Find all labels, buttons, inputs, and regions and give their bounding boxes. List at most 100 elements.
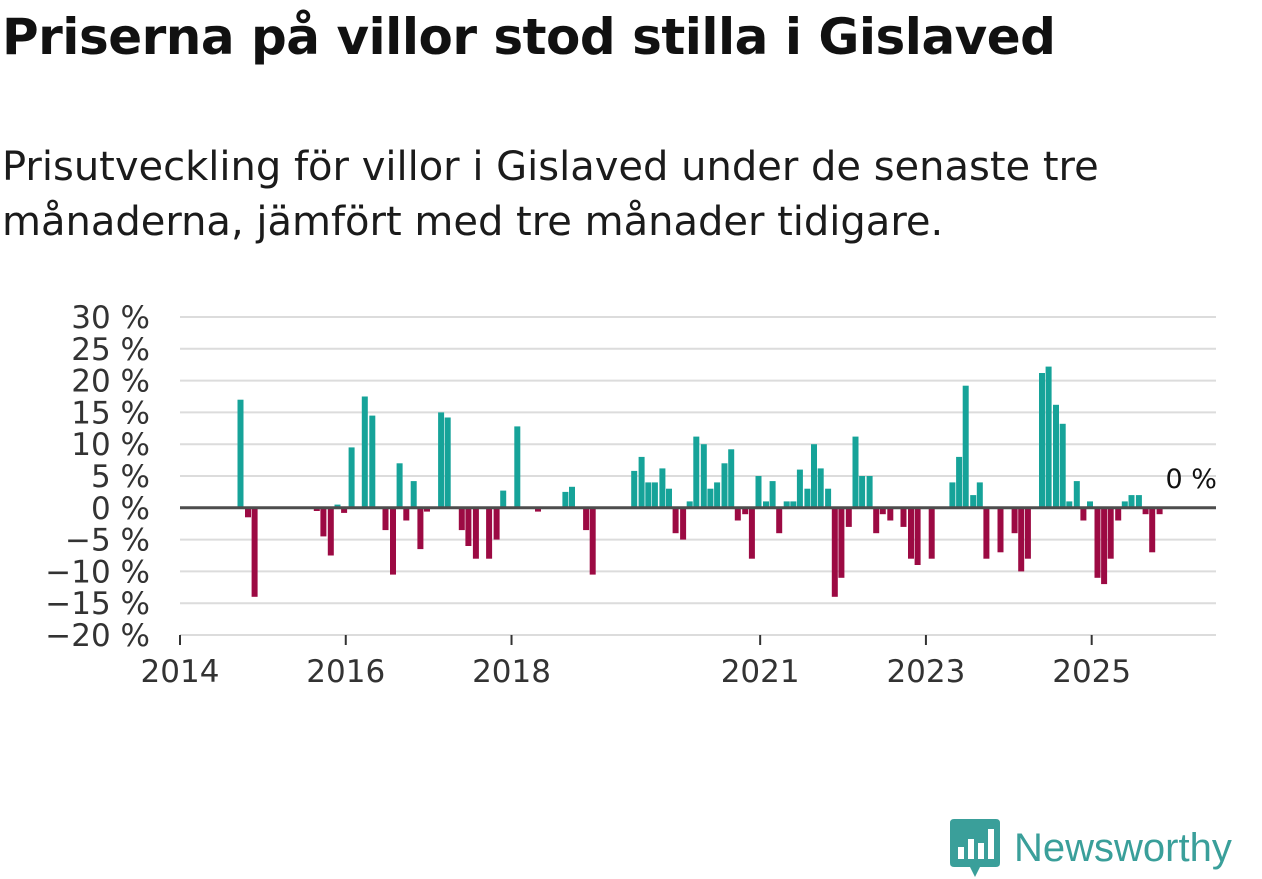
bar	[928, 507, 935, 559]
bar	[796, 469, 803, 508]
bar	[458, 507, 465, 531]
bar	[1142, 507, 1149, 515]
bar	[424, 507, 430, 512]
bar	[396, 463, 403, 508]
bar	[887, 507, 894, 521]
bar	[237, 399, 244, 508]
bar	[493, 507, 500, 540]
bar	[1073, 481, 1080, 508]
bar	[949, 482, 956, 508]
bar	[514, 426, 521, 508]
bar	[776, 507, 783, 534]
bar	[962, 385, 969, 508]
bar	[1121, 501, 1128, 508]
y-tick-label: 15 %	[71, 395, 150, 431]
bar	[361, 396, 368, 508]
x-tick-label: 2023	[886, 654, 965, 690]
bar	[956, 456, 963, 508]
bar	[728, 449, 735, 508]
bar	[666, 488, 672, 508]
y-tick-label: 5 %	[91, 459, 150, 495]
bar	[245, 507, 251, 518]
bar	[444, 417, 451, 508]
bar	[976, 482, 983, 508]
bar	[783, 501, 790, 508]
bar	[1115, 507, 1122, 521]
y-tick-label: 30 %	[71, 300, 150, 336]
bar	[1039, 373, 1045, 508]
bar	[763, 501, 769, 508]
bar	[908, 507, 914, 559]
x-tick-label: 2014	[141, 654, 220, 690]
y-tick-label: −20 %	[45, 618, 150, 654]
bar	[1053, 404, 1059, 508]
bar	[1135, 495, 1142, 508]
bar	[721, 463, 728, 508]
bar	[873, 507, 880, 534]
bar	[382, 507, 389, 531]
bar	[914, 507, 921, 565]
bar	[859, 476, 866, 508]
bar	[417, 507, 424, 550]
bar	[866, 476, 873, 508]
bar	[369, 415, 376, 508]
bars	[237, 366, 1163, 597]
bar	[852, 436, 859, 508]
y-tick-label: 20 %	[71, 364, 150, 400]
tick-labels: 30 %25 %20 %15 %10 %5 %0 %−5 %−10 %−15 %…	[45, 300, 1217, 690]
bar	[390, 507, 396, 575]
bar	[680, 507, 687, 540]
bar	[748, 507, 755, 559]
bar	[755, 476, 762, 508]
y-tick-label: −15 %	[45, 586, 150, 622]
x-tick-label: 2021	[721, 654, 800, 690]
bar	[334, 504, 341, 508]
bar	[1024, 507, 1031, 559]
bar	[327, 507, 334, 556]
bar	[1011, 507, 1018, 534]
bar	[569, 486, 575, 508]
bar	[486, 507, 493, 559]
bar	[1094, 507, 1101, 578]
chart: 30 %25 %20 %15 %10 %5 %0 %−5 %−10 %−15 %…	[45, 300, 1217, 690]
bar	[900, 507, 907, 527]
bar	[1045, 366, 1052, 508]
brand-name: Newsworthy	[1014, 825, 1232, 870]
x-tick-label: 2018	[472, 654, 551, 690]
bar	[769, 481, 776, 508]
y-tick-label: −10 %	[45, 554, 150, 590]
newsworthy-logo-icon	[950, 819, 1000, 877]
bar	[734, 507, 741, 521]
chart-title: Priserna på villor stod stilla i Gislave…	[2, 8, 1056, 66]
last-value-annotation: 0 %	[1166, 464, 1217, 495]
bar	[672, 507, 679, 534]
bar	[804, 488, 811, 508]
bar	[845, 507, 852, 527]
bar	[707, 488, 714, 508]
bar	[1018, 507, 1025, 572]
bar	[825, 488, 832, 508]
bar	[1101, 507, 1108, 585]
bar	[700, 444, 707, 508]
bar	[472, 507, 479, 559]
bar	[1066, 501, 1073, 508]
x-tick-label: 2016	[306, 654, 385, 690]
bar	[438, 412, 445, 508]
x-tick-label: 2025	[1052, 654, 1131, 690]
bar	[313, 507, 320, 511]
bar	[879, 507, 886, 515]
bar	[631, 470, 638, 508]
bar	[251, 507, 258, 597]
bar	[659, 468, 666, 508]
y-tick-label: 25 %	[71, 332, 150, 368]
brand-logo: Newsworthy	[950, 818, 1232, 878]
bar	[645, 482, 652, 508]
bar	[500, 490, 507, 508]
bar	[320, 507, 327, 537]
bar	[589, 507, 596, 575]
bar	[983, 507, 990, 559]
bar	[838, 507, 845, 578]
bar	[583, 507, 590, 531]
bar	[714, 482, 721, 508]
bar	[1059, 423, 1066, 508]
